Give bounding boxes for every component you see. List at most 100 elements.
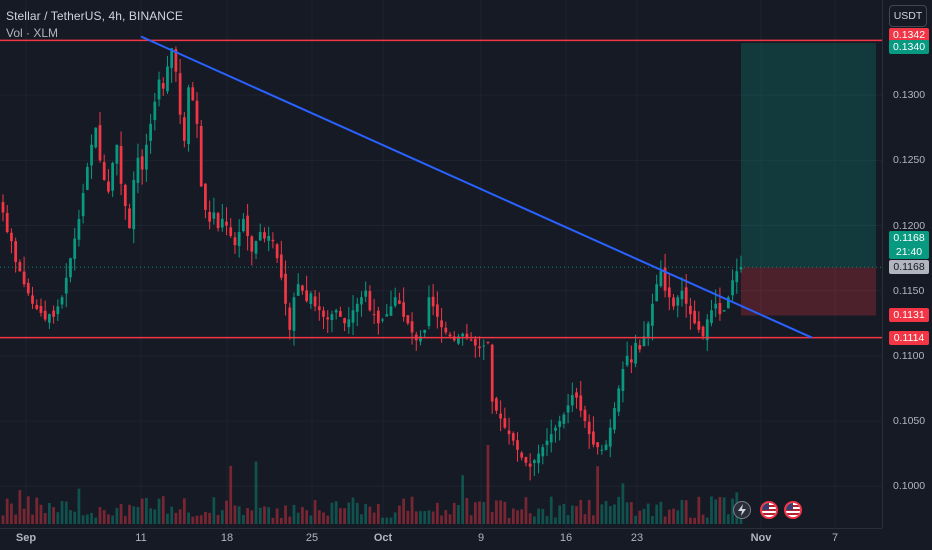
volume-bar [731,498,734,524]
volume-bar [26,496,30,524]
us-flag-glyph [762,503,776,517]
candle-body [554,427,557,431]
volume-bar [697,496,701,524]
candle-body [579,395,583,411]
volume-bar [52,507,55,524]
volume-bar [646,503,650,524]
candle-body [229,227,233,236]
candle-body [680,290,684,300]
candle-body [486,341,490,343]
volume-bar [714,499,718,524]
volume-bar [317,510,321,524]
volume-bar [301,507,304,524]
candle-body [490,344,494,402]
volume-bar [600,504,604,524]
loss-zone [741,267,876,316]
candle-body [495,398,498,411]
candle-body [119,145,123,184]
candle-body [461,333,465,337]
volume-bar [73,511,77,524]
volume-bar [204,511,207,524]
volume-bar [726,514,730,524]
time-tick-label: Nov [750,532,772,544]
candle-body [431,296,435,307]
candle-body [629,359,633,363]
volume-bar [562,503,566,524]
volume-bar [457,505,460,524]
volume-bar [435,502,439,524]
price-tag-value: 0.1168 [893,232,925,245]
candle-body [381,319,384,321]
candle-body [499,413,502,419]
candle-body [284,273,287,304]
price-tag: 0.1340 [889,40,929,55]
candle-body [435,304,439,317]
volume-bar [478,501,481,524]
us-flag-icon[interactable] [760,501,778,519]
volume-bar [339,508,342,524]
candle-body [309,293,313,304]
volume-bar [343,508,346,524]
volume-bar [153,509,157,524]
volume-bar [149,508,152,524]
candle-body [317,306,321,311]
candle-body [60,297,64,305]
volume-bar [473,502,477,524]
candle-body [655,284,659,302]
volume-bar [638,510,642,524]
volume-bar [242,514,245,524]
candle-body [48,314,51,323]
volume-bar [279,517,283,524]
candle-body [714,303,718,309]
candle-body [343,318,346,324]
candle-body [520,452,524,458]
currency-button[interactable]: USDT [889,5,927,27]
time-scale[interactable] [0,528,882,550]
us-flag-icon[interactable] [784,501,802,519]
candle-body [351,310,355,323]
candle-body [710,310,713,323]
candle-body [592,431,595,445]
long-position-tool[interactable] [741,43,876,316]
volume-bar [313,500,317,524]
volume-bar [532,516,536,524]
candle-body [322,310,325,317]
volume-bar [419,511,422,524]
drawing-lines[interactable] [0,35,882,339]
volume-bar [545,515,549,524]
price-tick-label: 0.1150 [893,284,925,297]
volume-bar [60,501,64,524]
volume-bar [161,496,165,524]
candle-body [263,232,266,239]
volume-bar [596,466,599,524]
volume-bar [1,515,5,524]
candle-body [157,79,161,100]
volume-bar [452,502,456,524]
volume-bar [524,497,528,524]
candle-body [153,101,157,121]
candle-body [334,310,338,313]
candle-body [225,221,228,226]
candle-body [14,241,18,263]
price-chart[interactable] [0,0,882,528]
volume-bar [676,510,680,524]
lightning-icon[interactable] [733,501,751,519]
candle-body [549,434,553,443]
candle-body [701,326,705,337]
volume-bar [170,506,174,524]
candle-body [136,157,140,183]
candle-body [444,327,448,333]
volume-bar [254,461,258,524]
candle-body [676,297,680,306]
candle-body [722,310,726,312]
candle-body [22,271,26,285]
volume-bar [651,516,654,524]
time-tick-label: 18 [220,532,234,544]
price-scale[interactable] [882,0,932,528]
candle-body [94,127,98,148]
volume-bar [427,510,431,524]
volume-bar [495,500,498,524]
volume-bar [39,504,43,524]
candle-body [73,238,77,259]
volume-bar [85,514,89,524]
